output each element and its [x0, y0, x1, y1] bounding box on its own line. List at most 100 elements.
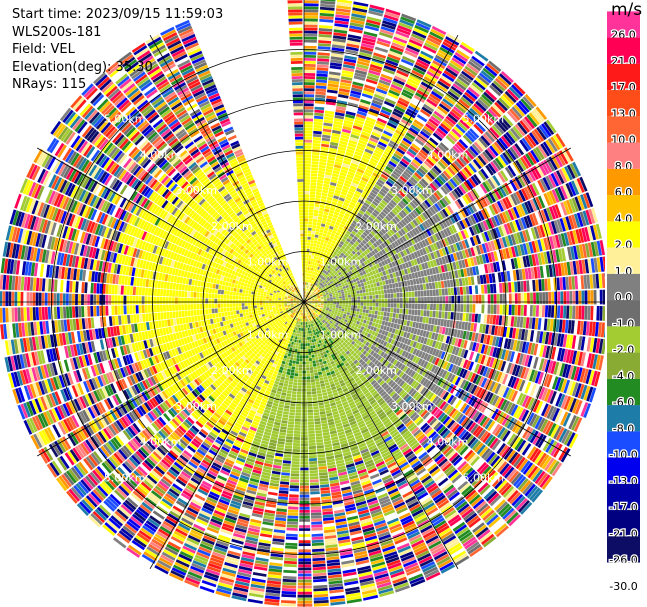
velocity-gate — [368, 313, 372, 318]
velocity-gate — [467, 147, 477, 158]
velocity-gate — [527, 151, 537, 165]
velocity-gate — [449, 279, 454, 288]
velocity-gate — [342, 327, 347, 331]
velocity-gate — [317, 216, 323, 221]
velocity-gate — [588, 208, 596, 224]
velocity-gate — [305, 302, 309, 304]
velocity-gate — [379, 315, 384, 321]
velocity-gate — [474, 332, 479, 342]
velocity-gate — [307, 295, 309, 299]
velocity-gate — [546, 318, 551, 331]
velocity-gate — [458, 241, 464, 250]
velocity-gate — [597, 322, 602, 337]
velocity-gate — [459, 402, 468, 413]
velocity-gate — [406, 353, 412, 360]
velocity-gate — [318, 167, 326, 172]
velocity-gate — [409, 354, 415, 361]
velocity-gate — [462, 359, 469, 369]
velocity-gate — [373, 126, 384, 133]
velocity-gate — [545, 222, 552, 236]
velocity-gate — [304, 70, 316, 73]
velocity-gate — [442, 41, 457, 51]
velocity-gate — [538, 386, 546, 400]
velocity-gate — [322, 128, 332, 133]
velocity-gate — [424, 401, 432, 409]
velocity-gate — [476, 275, 481, 285]
velocity-gate — [402, 249, 408, 256]
velocity-gate — [489, 394, 497, 405]
velocity-gate — [360, 343, 365, 348]
velocity-gate — [482, 166, 492, 178]
velocity-gate — [373, 282, 377, 287]
velocity-gate — [347, 264, 352, 268]
velocity-gate — [327, 83, 339, 88]
velocity-gate — [354, 296, 358, 300]
velocity-gate — [375, 146, 385, 153]
velocity-gate — [434, 281, 439, 289]
velocity-gate — [317, 296, 321, 299]
velocity-gate — [342, 298, 346, 301]
velocity-gate — [309, 290, 312, 293]
velocity-gate — [487, 87, 500, 99]
velocity-gate — [349, 262, 354, 267]
velocity-gate — [345, 297, 349, 301]
velocity-gate — [533, 108, 545, 122]
velocity-gate — [323, 211, 329, 216]
velocity-gate — [529, 184, 537, 197]
velocity-gate — [340, 257, 345, 261]
velocity-gate — [368, 10, 383, 17]
velocity-gate — [373, 209, 380, 216]
velocity-gate — [346, 40, 361, 46]
velocity-gate — [338, 316, 342, 320]
velocity-gate — [575, 305, 579, 320]
velocity-gate — [366, 183, 374, 189]
velocity-gate — [338, 143, 347, 149]
velocity-gate — [523, 186, 532, 200]
velocity-gate — [458, 156, 468, 166]
velocity-gate — [406, 181, 414, 189]
velocity-gate — [504, 259, 510, 271]
velocity-gate — [388, 160, 397, 168]
velocity-gate — [321, 300, 324, 302]
velocity-gate — [393, 293, 397, 298]
velocity-gate — [384, 232, 390, 239]
velocity-gate — [382, 280, 386, 286]
velocity-gate — [500, 385, 507, 397]
velocity-gate — [460, 183, 469, 193]
velocity-gate — [423, 269, 428, 277]
velocity-gate — [382, 234, 388, 241]
velocity-gate — [316, 79, 328, 83]
velocity-gate — [312, 268, 316, 272]
velocity-gate — [358, 220, 364, 226]
velocity-gate — [556, 277, 560, 291]
velocity-gate — [510, 127, 521, 140]
velocity-gate — [435, 311, 439, 318]
velocity-gate — [425, 317, 429, 324]
velocity-gate — [385, 59, 399, 67]
velocity-gate — [361, 262, 366, 267]
velocity-gate — [493, 123, 505, 135]
velocity-gate — [366, 302, 370, 307]
velocity-gate — [432, 289, 436, 296]
velocity-gate — [393, 303, 397, 308]
velocity-gate — [450, 244, 456, 253]
velocity-gate — [377, 324, 382, 329]
velocity-gate — [395, 287, 400, 293]
velocity-gate — [307, 305, 310, 308]
velocity-gate — [335, 273, 340, 277]
velocity-gate — [471, 352, 478, 362]
velocity-gate — [466, 340, 471, 350]
velocity-gate — [315, 291, 318, 295]
velocity-gate — [513, 257, 519, 269]
velocity-gate — [305, 288, 307, 291]
velocity-gate — [326, 281, 330, 285]
velocity-gate — [383, 325, 387, 331]
velocity-gate — [348, 235, 353, 241]
velocity-gate — [380, 188, 388, 195]
velocity-gate — [304, 0, 319, 4]
velocity-gate — [572, 399, 580, 414]
velocity-gate — [481, 93, 493, 105]
velocity-gate — [404, 83, 417, 92]
velocity-gate — [502, 114, 514, 127]
velocity-gate — [361, 93, 373, 99]
